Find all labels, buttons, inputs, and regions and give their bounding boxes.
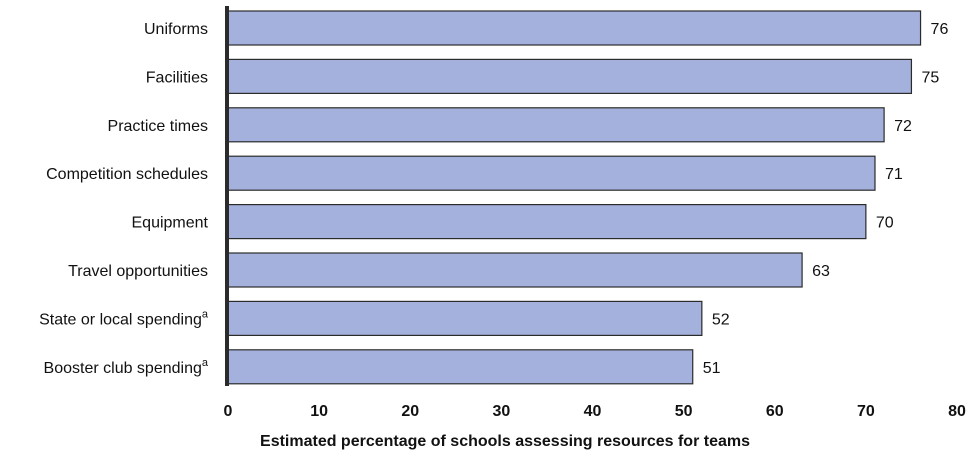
bar — [227, 58, 913, 95]
x-tick-label: 0 — [224, 403, 233, 420]
category-label: Equipment — [132, 215, 209, 232]
value-label: 75 — [921, 69, 939, 86]
bars-group — [227, 10, 922, 385]
category-label: Uniforms — [144, 21, 208, 38]
bar — [227, 107, 885, 143]
category-label: State or local spendinga — [39, 308, 209, 328]
value-label: 72 — [894, 118, 912, 135]
category-labels: Uniforms Facilities Practice times Competit… — [39, 21, 209, 377]
value-label: 71 — [885, 166, 903, 183]
x-tick-label: 70 — [857, 403, 875, 420]
x-tick-label: 40 — [584, 403, 602, 420]
value-label: 63 — [812, 263, 830, 280]
bar — [227, 252, 803, 288]
bar — [227, 300, 703, 336]
category-label: Practice times — [108, 118, 208, 135]
value-label: 52 — [712, 311, 730, 328]
category-label: Travel opportunities — [68, 263, 208, 280]
value-label: 76 — [931, 21, 949, 38]
x-tick-labels: 0 10 20 30 40 50 60 70 80 — [224, 403, 966, 420]
y-axis-line — [225, 6, 229, 386]
x-tick-label: 50 — [675, 403, 693, 420]
x-tick-label: 10 — [310, 403, 328, 420]
x-tick-label: 20 — [401, 403, 419, 420]
bar — [227, 155, 876, 191]
x-axis-title: Estimated percentage of schools assessin… — [260, 433, 750, 450]
value-label: 51 — [703, 360, 721, 377]
category-label: Booster club spendinga — [44, 357, 209, 377]
bar — [227, 10, 922, 46]
value-labels: 76 75 72 71 70 63 52 51 — [703, 21, 949, 377]
x-tick-label: 30 — [492, 403, 510, 420]
x-tick-label: 80 — [948, 403, 966, 420]
category-label: Competition schedules — [46, 166, 208, 183]
value-label: 70 — [876, 215, 894, 232]
bar — [227, 204, 867, 240]
bar — [227, 349, 694, 385]
category-label: Facilities — [146, 69, 208, 86]
x-tick-label: 60 — [766, 403, 784, 420]
